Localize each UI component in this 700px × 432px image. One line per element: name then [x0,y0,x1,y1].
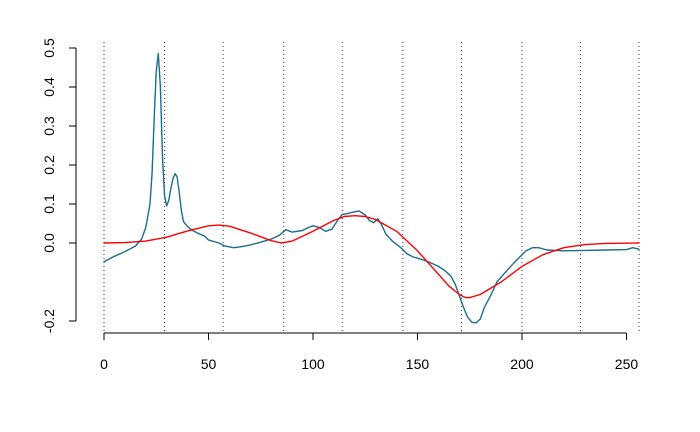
x-axis: 0 50 100 150 200 250 [100,332,639,372]
x-tick-label-5: 250 [615,356,639,372]
y-tick-label-0: -0.2 [41,309,57,333]
y-tick-label-2: 0.1 [41,194,57,214]
y-tick-label-5: 0.4 [41,77,57,97]
y-tick-label-6: 0.5 [41,38,57,58]
x-tick-label-0: 0 [100,356,108,372]
x-tick-label-4: 200 [510,356,534,372]
y-tick-label-4: 0.3 [41,116,57,136]
x-tick-label-1: 50 [201,356,217,372]
series-line-0 [103,52,640,324]
series-group [103,52,640,324]
x-tick-label-2: 100 [301,356,325,372]
y-tick-label-1: 0.0 [41,233,57,253]
y-axis: -0.2 0.0 0.1 0.2 0.3 0.4 0.5 [41,38,77,333]
series-line-1 [103,214,640,299]
x-tick-label-3: 150 [406,356,430,372]
vertical-guide-lines [103,42,640,332]
y-tick-label-3: 0.2 [41,155,57,175]
